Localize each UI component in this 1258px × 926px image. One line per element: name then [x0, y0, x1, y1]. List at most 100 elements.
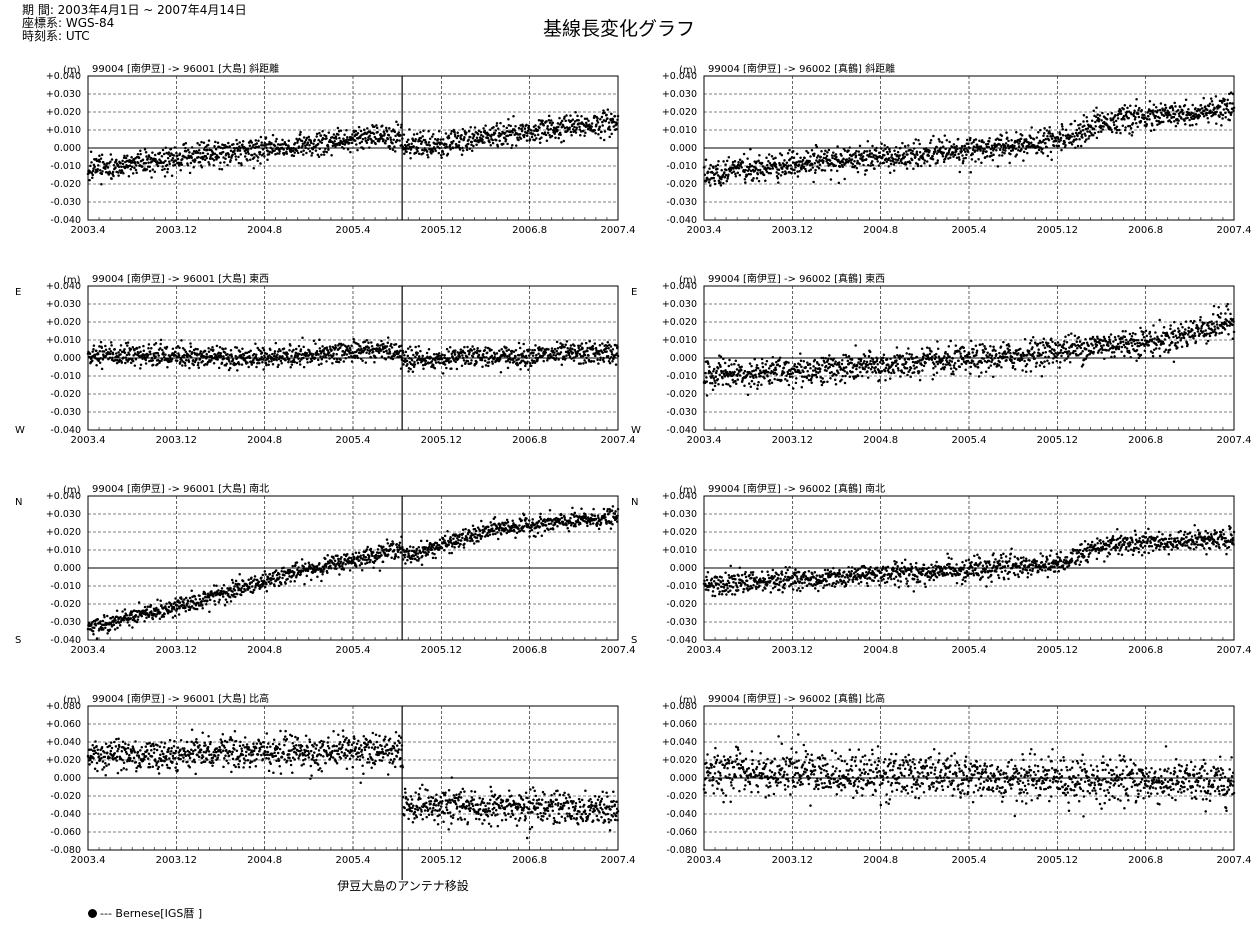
- data-point: [818, 370, 822, 373]
- data-point: [606, 341, 610, 344]
- data-point: [209, 348, 213, 351]
- x-tick-label: 2003.12: [156, 435, 197, 446]
- data-point: [775, 373, 778, 376]
- data-point: [755, 176, 759, 180]
- data-point: [384, 142, 387, 145]
- data-point: [187, 360, 191, 364]
- data-point: [264, 361, 268, 365]
- data-point: [561, 343, 564, 346]
- data-point: [254, 355, 258, 359]
- data-point: [349, 150, 352, 154]
- data-point: [550, 134, 554, 138]
- data-point: [851, 366, 855, 369]
- data-point: [317, 353, 320, 356]
- data-point: [294, 347, 298, 351]
- data-point: [1223, 98, 1226, 101]
- data-point: [300, 150, 303, 154]
- data-point: [1022, 150, 1026, 154]
- data-point: [1163, 108, 1167, 111]
- data-point: [612, 120, 616, 124]
- data-point: [948, 147, 952, 151]
- data-point: [462, 359, 466, 362]
- data-point: [972, 140, 975, 144]
- data-point: [142, 349, 146, 352]
- data-point: [939, 146, 943, 150]
- data-point: [108, 356, 112, 359]
- data-point: [787, 383, 791, 387]
- data-point: [192, 363, 195, 367]
- data-point: [847, 149, 850, 152]
- data-point: [716, 367, 720, 370]
- data-point: [896, 367, 900, 370]
- data-point: [298, 352, 301, 356]
- data-point: [182, 143, 186, 146]
- data-point: [842, 157, 845, 161]
- data-point: [204, 146, 207, 149]
- x-tick-label: 2005.4: [952, 225, 987, 236]
- data-point: [184, 146, 187, 150]
- data-point: [450, 142, 454, 145]
- data-point: [226, 353, 229, 356]
- data-point: [1195, 122, 1198, 126]
- data-point: [844, 365, 848, 369]
- data-point: [513, 360, 516, 363]
- data-point: [541, 347, 544, 350]
- data-point: [524, 364, 527, 368]
- data-point: [282, 347, 286, 350]
- data-point: [847, 354, 851, 358]
- data-point: [1214, 112, 1217, 116]
- data-point: [903, 144, 907, 148]
- data-point: [444, 132, 448, 135]
- data-point: [236, 369, 239, 372]
- data-point: [299, 348, 303, 351]
- data-point: [925, 160, 929, 163]
- data-point: [844, 374, 847, 378]
- data-point: [1004, 149, 1007, 152]
- data-point: [412, 365, 416, 368]
- data-point: [374, 142, 377, 146]
- data-point: [611, 118, 615, 121]
- y-tick-label: +0.030: [662, 299, 697, 310]
- data-point: [256, 159, 259, 162]
- data-point: [832, 357, 836, 360]
- data-point: [395, 120, 398, 123]
- data-point: [965, 153, 968, 156]
- data-point: [535, 137, 538, 140]
- data-point: [894, 158, 897, 161]
- data-point: [376, 130, 379, 134]
- data-point: [147, 343, 151, 346]
- data-point: [755, 364, 759, 367]
- data-point: [223, 357, 226, 360]
- data-point: [507, 117, 510, 121]
- scatter-series: [86, 108, 620, 186]
- data-point: [449, 148, 452, 151]
- data-point: [305, 151, 308, 155]
- data-point: [1156, 109, 1160, 112]
- data-point: [318, 147, 322, 150]
- data-point: [1042, 138, 1046, 142]
- x-tick-label: 2003.4: [71, 225, 106, 236]
- data-point: [608, 125, 611, 128]
- data-point: [931, 378, 934, 381]
- data-point: [159, 338, 163, 342]
- data-point: [746, 393, 750, 396]
- data-point: [883, 144, 886, 147]
- data-point: [1092, 133, 1095, 137]
- data-point: [332, 133, 336, 136]
- data-point: [749, 375, 752, 379]
- data-point: [99, 340, 103, 344]
- data-point: [527, 124, 531, 128]
- data-point: [295, 149, 299, 152]
- data-point: [131, 345, 135, 349]
- y-tick-label: +0.020: [46, 107, 81, 118]
- data-point: [1037, 130, 1040, 134]
- data-point: [1105, 117, 1109, 121]
- data-point: [553, 351, 556, 355]
- data-point: [1080, 133, 1084, 136]
- data-point: [572, 122, 576, 126]
- data-point: [287, 144, 290, 147]
- data-point: [505, 126, 509, 130]
- data-point: [593, 128, 597, 132]
- data-point: [918, 151, 922, 154]
- data-point: [284, 358, 287, 362]
